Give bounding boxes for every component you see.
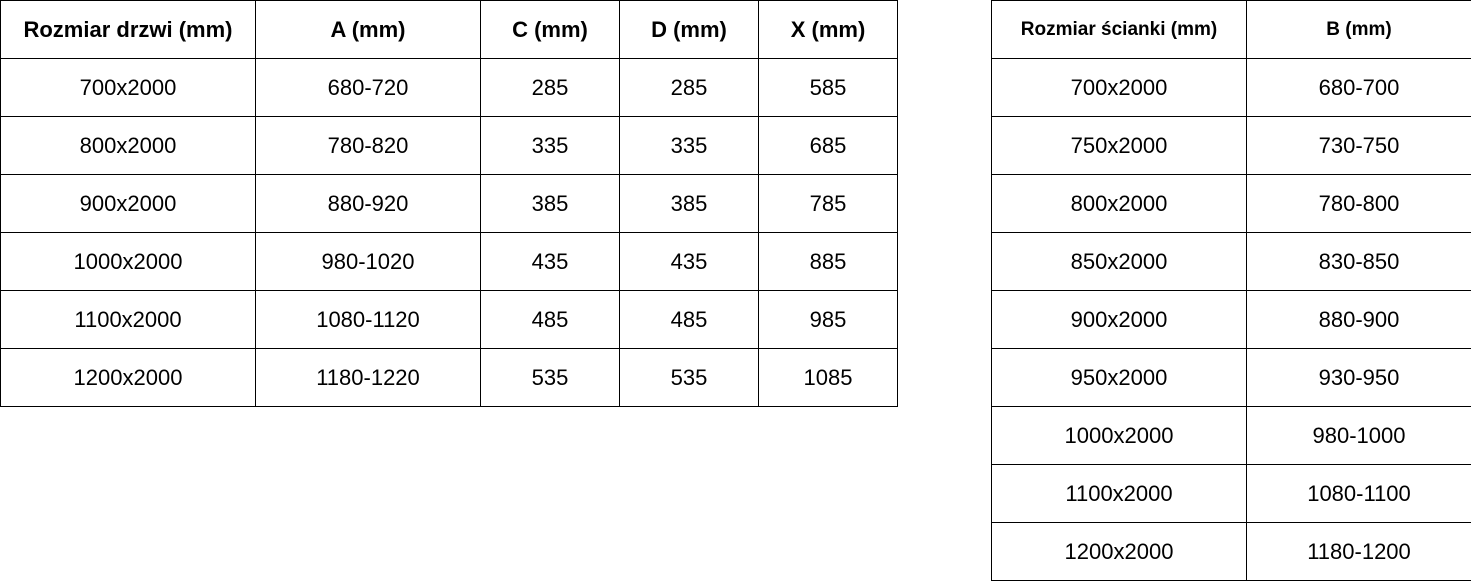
table-row: 750x2000 730-750 xyxy=(991,116,1471,175)
table-cell: 985 xyxy=(758,290,898,349)
table-cell: 750x2000 xyxy=(991,116,1247,175)
table-cell: 880-900 xyxy=(1246,290,1471,349)
column-header: Rozmiar drzwi (mm) xyxy=(0,0,256,59)
table-cell: 1100x2000 xyxy=(991,464,1247,523)
column-header: B (mm) xyxy=(1246,0,1471,59)
column-header: D (mm) xyxy=(619,0,759,59)
table-row: 1000x2000 980-1020 435 435 885 xyxy=(0,232,898,291)
wall-size-table: Rozmiar ścianki (mm) B (mm) 700x2000 680-7… xyxy=(991,0,1471,581)
table-cell: 950x2000 xyxy=(991,348,1247,407)
table-cell: 585 xyxy=(758,58,898,117)
table-cell: 930-950 xyxy=(1246,348,1471,407)
table-row: 900x2000 880-920 385 385 785 xyxy=(0,174,898,233)
table-cell: 435 xyxy=(619,232,759,291)
table-cell: 800x2000 xyxy=(0,116,256,175)
table-cell: 485 xyxy=(619,290,759,349)
table-cell: 780-820 xyxy=(255,116,481,175)
table-cell: 780-800 xyxy=(1246,174,1471,233)
table-cell: 900x2000 xyxy=(0,174,256,233)
table-cell: 980-1020 xyxy=(255,232,481,291)
table-row: 1200x2000 1180-1220 535 535 1085 xyxy=(0,348,898,407)
column-header: X (mm) xyxy=(758,0,898,59)
table-cell: 830-850 xyxy=(1246,232,1471,291)
door-table-header-row: Rozmiar drzwi (mm) A (mm) C (mm) D (mm) X (m… xyxy=(0,0,898,59)
table-row: 800x2000 780-820 335 335 685 xyxy=(0,116,898,175)
table-cell: 980-1000 xyxy=(1246,406,1471,465)
table-cell: 900x2000 xyxy=(991,290,1247,349)
table-cell: 535 xyxy=(619,348,759,407)
table-row: 950x2000 930-950 xyxy=(991,348,1471,407)
table-cell: 1000x2000 xyxy=(0,232,256,291)
table-cell: 1180-1220 xyxy=(255,348,481,407)
table-row: 850x2000 830-850 xyxy=(991,232,1471,291)
table-cell: 1100x2000 xyxy=(0,290,256,349)
table-cell: 785 xyxy=(758,174,898,233)
column-header: Rozmiar ścianki (mm) xyxy=(991,0,1247,59)
table-cell: 1200x2000 xyxy=(0,348,256,407)
table-cell: 680-700 xyxy=(1246,58,1471,117)
table-row: 1100x2000 1080-1100 xyxy=(991,464,1471,523)
table-cell: 850x2000 xyxy=(991,232,1247,291)
table-cell: 1000x2000 xyxy=(991,406,1247,465)
table-cell: 1180-1200 xyxy=(1246,522,1471,581)
table-cell: 800x2000 xyxy=(991,174,1247,233)
table-row: 700x2000 680-720 285 285 585 xyxy=(0,58,898,117)
table-cell: 1085 xyxy=(758,348,898,407)
table-cell: 485 xyxy=(480,290,620,349)
table-cell: 1080-1120 xyxy=(255,290,481,349)
table-cell: 385 xyxy=(619,174,759,233)
table-row: 1200x2000 1180-1200 xyxy=(991,522,1471,581)
table-cell: 285 xyxy=(480,58,620,117)
table-cell: 335 xyxy=(480,116,620,175)
door-size-table: Rozmiar drzwi (mm) A (mm) C (mm) D (mm) X (m… xyxy=(0,0,898,407)
table-cell: 285 xyxy=(619,58,759,117)
table-cell: 880-920 xyxy=(255,174,481,233)
table-cell: 1200x2000 xyxy=(991,522,1247,581)
table-cell: 685 xyxy=(758,116,898,175)
table-cell: 535 xyxy=(480,348,620,407)
table-cell: 385 xyxy=(480,174,620,233)
table-cell: 700x2000 xyxy=(0,58,256,117)
table-row: 900x2000 880-900 xyxy=(991,290,1471,349)
table-cell: 885 xyxy=(758,232,898,291)
table-row: 1000x2000 980-1000 xyxy=(991,406,1471,465)
table-cell: 335 xyxy=(619,116,759,175)
table-row: 800x2000 780-800 xyxy=(991,174,1471,233)
table-cell: 730-750 xyxy=(1246,116,1471,175)
column-header: C (mm) xyxy=(480,0,620,59)
table-cell: 435 xyxy=(480,232,620,291)
table-cell: 700x2000 xyxy=(991,58,1247,117)
table-row: 700x2000 680-700 xyxy=(991,58,1471,117)
column-header: A (mm) xyxy=(255,0,481,59)
table-cell: 680-720 xyxy=(255,58,481,117)
table-row: 1100x2000 1080-1120 485 485 985 xyxy=(0,290,898,349)
wall-table-header-row: Rozmiar ścianki (mm) B (mm) xyxy=(991,0,1471,59)
table-cell: 1080-1100 xyxy=(1246,464,1471,523)
